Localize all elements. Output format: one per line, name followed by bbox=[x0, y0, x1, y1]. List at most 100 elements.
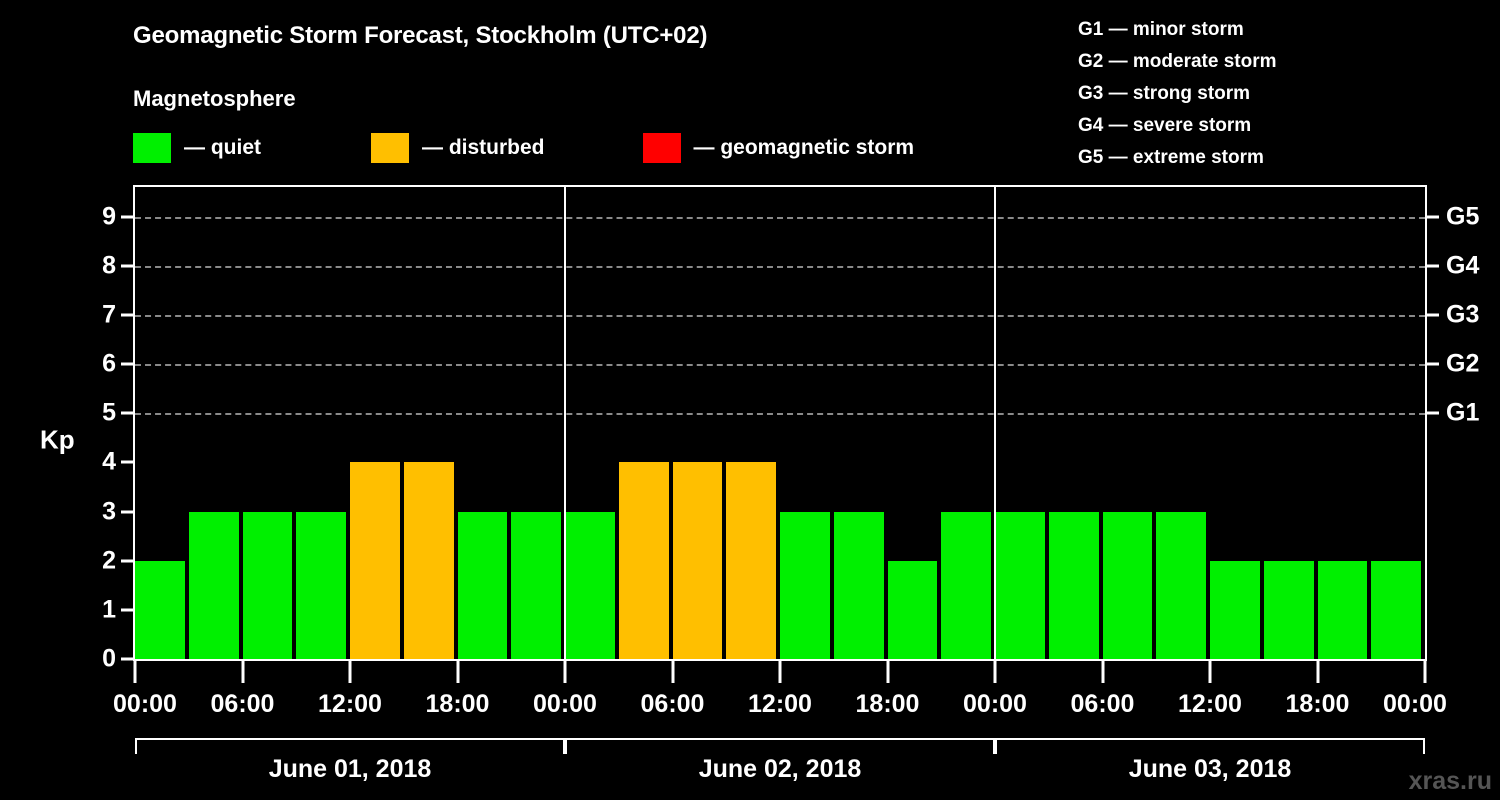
gridline-kp-9 bbox=[135, 216, 1425, 219]
bar-jun02-18-21 bbox=[887, 560, 938, 659]
x-tick-label-6: 12:00 bbox=[748, 690, 812, 718]
legend-entry-disturbed: — disturbed bbox=[371, 133, 545, 163]
y-tick-label-6: 6 bbox=[102, 349, 116, 378]
g-tick-mark-G5 bbox=[1427, 215, 1439, 218]
legend-swatch-disturbed bbox=[371, 133, 409, 163]
x-tick-label-12: 00:00 bbox=[1383, 690, 1447, 718]
y-tick-label-2: 2 bbox=[102, 546, 116, 575]
bar-jun01-00-03 bbox=[135, 560, 185, 659]
x-tick-mark-10 bbox=[1208, 661, 1212, 683]
bar-jun01-06-09 bbox=[242, 511, 293, 659]
x-tick-mark-9 bbox=[1101, 661, 1104, 683]
x-tick-label-11: 18:00 bbox=[1285, 690, 1350, 718]
x-tick-mark-7 bbox=[886, 661, 889, 683]
day-bracket-2 bbox=[565, 738, 995, 754]
magnetosphere-label: Magnetosphere bbox=[133, 86, 296, 111]
x-tick-mark-4 bbox=[563, 661, 567, 683]
bar-jun03-03-06 bbox=[1048, 511, 1099, 659]
x-tick-label-1: 06:00 bbox=[210, 690, 275, 718]
x-tick-label-7: 18:00 bbox=[855, 690, 920, 718]
y-tick-mark-0 bbox=[121, 657, 133, 661]
day-bracket-1 bbox=[135, 738, 565, 754]
g-tick-label-G1: G1 bbox=[1446, 398, 1480, 427]
magnetosphere-legend: — quiet — disturbed — geomagnetic storm bbox=[133, 133, 914, 163]
y-tick-label-3: 3 bbox=[102, 497, 116, 525]
y-tick-label-1: 1 bbox=[102, 595, 116, 624]
kp-axis-title: Kp bbox=[40, 424, 75, 455]
page-title: Geomagnetic Storm Forecast, Stockholm (U… bbox=[133, 22, 708, 49]
y-tick-label-8: 8 bbox=[102, 251, 116, 280]
legend-label-disturbed: — disturbed bbox=[422, 136, 545, 159]
bar-jun02-09-12 bbox=[726, 462, 776, 659]
y-tick-label-0: 0 bbox=[102, 644, 116, 673]
y-tick-label-4: 4 bbox=[102, 447, 116, 476]
g-tick-label-G3: G3 bbox=[1446, 300, 1480, 329]
y-tick-mark-2 bbox=[121, 559, 133, 563]
y-tick-mark-5 bbox=[121, 411, 133, 415]
x-tick-label-8: 00:00 bbox=[963, 690, 1027, 718]
bar-jun01-15-18 bbox=[403, 462, 454, 659]
x-tick-mark-1 bbox=[241, 661, 244, 683]
g-scale-legend: G1 — minor storm G2 — moderate storm G3 — … bbox=[1078, 14, 1277, 174]
legend-label-storm: — geomagnetic storm bbox=[693, 136, 915, 159]
gridline-kp-7 bbox=[135, 314, 1425, 317]
gridline-kp-8 bbox=[135, 265, 1425, 268]
day-label-1: June 01, 2018 bbox=[268, 755, 432, 783]
x-tick-mark-3 bbox=[456, 661, 459, 683]
gridline-kp-5 bbox=[135, 413, 1425, 416]
g-scale-row-3: G3 — strong storm bbox=[1078, 83, 1251, 104]
bar-jun01-09-12 bbox=[296, 511, 346, 659]
day-divider-2 bbox=[994, 187, 996, 659]
y-tick-mark-3 bbox=[121, 510, 133, 513]
bar-jun03-06-09 bbox=[1102, 511, 1153, 659]
x-tick-label-10: 12:00 bbox=[1178, 690, 1242, 718]
bar-jun03-18-21 bbox=[1317, 560, 1368, 659]
y-tick-label-5: 5 bbox=[102, 398, 116, 427]
bar-jun01-18-21 bbox=[457, 511, 508, 659]
g-tick-mark-G1 bbox=[1427, 411, 1439, 415]
x-tick-mark-12 bbox=[1423, 661, 1427, 683]
bar-jun01-03-06 bbox=[188, 511, 239, 659]
x-tick-mark-0 bbox=[133, 661, 137, 683]
legend-entry-storm: — geomagnetic storm bbox=[642, 133, 915, 163]
g-tick-label-G5: G5 bbox=[1446, 202, 1480, 230]
g-tick-mark-G2 bbox=[1427, 362, 1439, 366]
day-label-3: June 03, 2018 bbox=[1128, 755, 1292, 783]
x-tick-label-2: 12:00 bbox=[318, 690, 382, 718]
x-tick-label-9: 06:00 bbox=[1070, 690, 1135, 718]
y-tick-label-9: 9 bbox=[102, 202, 116, 230]
bar-jun01-21-24 bbox=[511, 511, 561, 659]
x-tick-mark-11 bbox=[1316, 661, 1319, 683]
y-tick-mark-7 bbox=[121, 313, 133, 317]
bar-jun03-12-15 bbox=[1210, 560, 1260, 659]
y-tick-label-7: 7 bbox=[102, 300, 116, 329]
bar-jun02-06-09 bbox=[672, 462, 723, 659]
g-tick-label-G4: G4 bbox=[1446, 251, 1480, 280]
bar-jun02-12-15 bbox=[780, 511, 830, 659]
x-tick-mark-5 bbox=[671, 661, 674, 683]
bar-jun03-15-18 bbox=[1263, 560, 1314, 659]
day-label-2: June 02, 2018 bbox=[698, 755, 862, 783]
legend-swatch-storm bbox=[642, 133, 681, 163]
y-tick-mark-6 bbox=[121, 362, 133, 366]
y-tick-mark-1 bbox=[121, 608, 133, 612]
x-tick-label-0: 00:00 bbox=[113, 690, 177, 718]
x-tick-mark-8 bbox=[993, 661, 997, 683]
bar-jun02-00-03 bbox=[565, 511, 615, 659]
day-bracket-3 bbox=[995, 738, 1425, 754]
day-divider-1 bbox=[564, 187, 566, 659]
legend-entry-quiet: — quiet bbox=[133, 133, 261, 163]
g-tick-label-G2: G2 bbox=[1446, 349, 1480, 378]
g-tick-mark-G4 bbox=[1427, 264, 1439, 268]
plot-area bbox=[133, 185, 1427, 661]
g-scale-row-1: G1 — minor storm bbox=[1078, 19, 1244, 40]
bar-jun01-12-15 bbox=[350, 462, 400, 659]
y-tick-mark-8 bbox=[121, 264, 133, 268]
x-tick-mark-6 bbox=[778, 661, 782, 683]
legend-label-quiet: — quiet bbox=[184, 136, 261, 159]
bar-jun02-03-06 bbox=[618, 462, 669, 659]
x-tick-label-5: 06:00 bbox=[640, 690, 705, 718]
legend-swatch-quiet bbox=[133, 133, 171, 163]
y-tick-mark-4 bbox=[121, 460, 133, 464]
g-scale-row-4: G4 — severe storm bbox=[1078, 115, 1252, 136]
